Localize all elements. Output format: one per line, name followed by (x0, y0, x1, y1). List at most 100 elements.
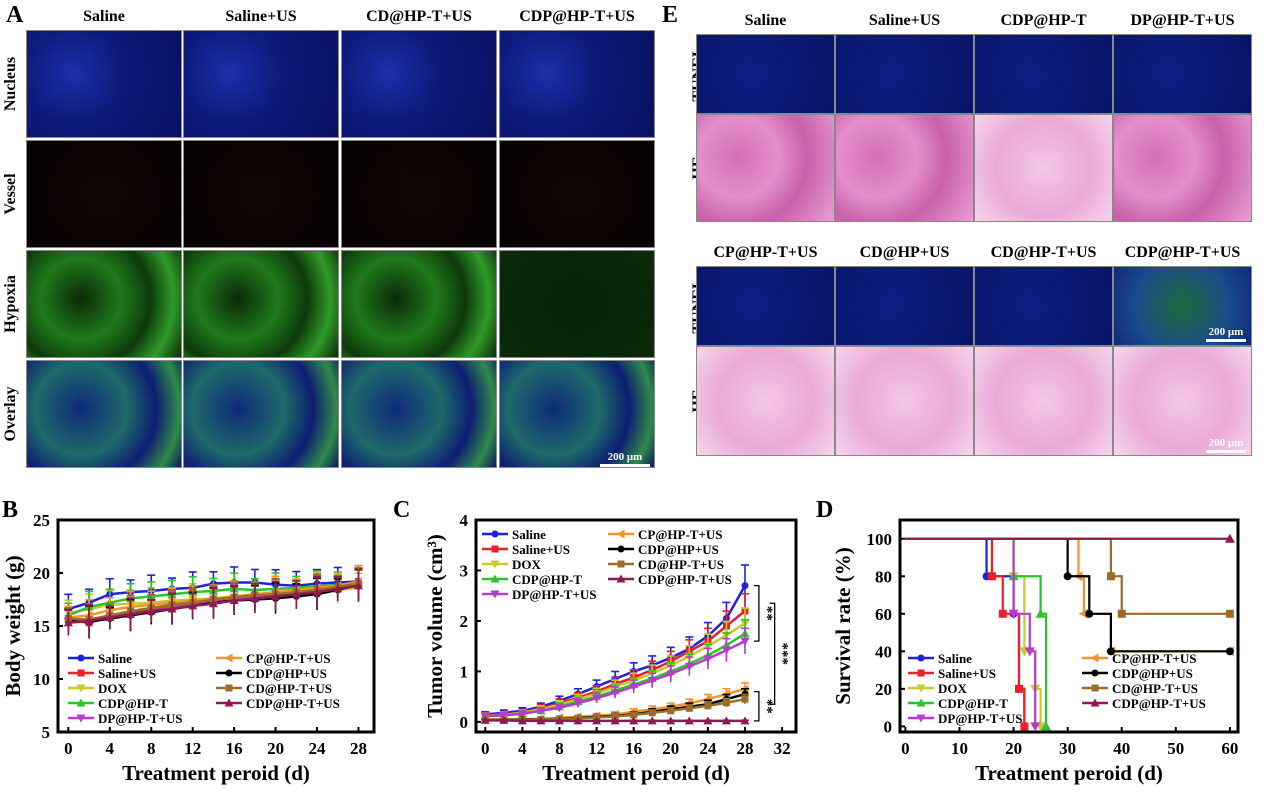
micrograph-tile (696, 266, 835, 346)
micrograph-tile (26, 250, 182, 358)
x-tick-label: 40 (1113, 739, 1130, 758)
data-point (490, 590, 500, 599)
micrograph-tile (341, 30, 497, 138)
y-axis-label: Tumor volume (cm³) (423, 534, 447, 718)
data-point (76, 714, 86, 723)
data-point (1078, 608, 1088, 619)
x-tick-label: 8 (147, 739, 156, 758)
x-tick-label: 20 (267, 739, 284, 758)
x-tick-label: 20 (662, 739, 679, 758)
legend-label: DP@HP-T+US (98, 711, 183, 726)
data-point (1035, 608, 1046, 618)
data-point (490, 560, 500, 569)
y-tick-label: 100 (867, 530, 893, 549)
significance-bracket (753, 690, 760, 722)
data-point (517, 710, 527, 719)
data-point (1106, 647, 1115, 656)
data-point (554, 716, 564, 725)
body-weight-chart: 0 4 8 12 16 20 24 28 5 10 15 20 25 Treatment peroid (… (1, 511, 376, 785)
y-tick-label: 15 (33, 617, 50, 636)
scale-bar: 200 μm (600, 451, 650, 467)
scale-bar-line (1206, 450, 1246, 453)
x-axis-label: Treatment peroid (d) (122, 761, 310, 785)
data-point (916, 698, 926, 707)
data-point (105, 613, 115, 622)
data-point (1090, 698, 1100, 707)
data-point (684, 716, 694, 725)
column-label: DP@HP-T+US (1130, 12, 1235, 29)
scale-bar: 200 μm (1206, 326, 1246, 342)
data-point (76, 698, 86, 707)
micrograph-tile (1113, 346, 1252, 456)
micrograph-tile (341, 360, 497, 468)
column-label: Saline (83, 8, 125, 25)
column-label: Saline+US (225, 8, 297, 25)
micrograph-tile (1113, 266, 1252, 346)
data-point (1224, 533, 1235, 543)
data-point (536, 716, 546, 725)
micrograph-tile (26, 360, 182, 468)
data-point (573, 699, 583, 708)
data-point (617, 560, 625, 568)
x-tick-label: 0 (481, 739, 490, 758)
legend-item: CDP@HP-T (482, 572, 582, 587)
data-point (721, 716, 731, 725)
micrograph-tile (26, 30, 182, 138)
legend-label: DOX (98, 681, 128, 696)
data-point (490, 574, 500, 583)
scale-bar-line (600, 464, 650, 467)
legend-label: DOX (512, 557, 542, 572)
data-point (1085, 609, 1094, 618)
x-tick-label: 24 (699, 739, 717, 758)
y-axis-label: Survival rate (%) (831, 547, 855, 704)
legend-label: CDP@HP-T (98, 696, 168, 711)
legend-label: Saline (98, 651, 132, 666)
data-point (916, 684, 926, 693)
legend-item: CDP@HP-T+US (216, 696, 340, 711)
data-point (704, 702, 712, 710)
x-tick-label: 60 (1221, 739, 1238, 758)
data-point (188, 601, 198, 610)
data-point (1091, 684, 1099, 692)
scale-bar-line (1206, 339, 1246, 342)
micrograph-tile (499, 140, 655, 248)
legend-item: CDP@HP-T+US (1082, 696, 1206, 711)
x-tick-label: 0 (901, 739, 910, 758)
data-point (126, 609, 136, 618)
data-point (666, 716, 676, 725)
x-tick-label: 10 (951, 739, 968, 758)
micrograph-tile (183, 360, 339, 468)
data-point (998, 609, 1007, 618)
data-point (77, 654, 85, 662)
data-point (917, 654, 925, 662)
x-tick-label: 16 (226, 739, 243, 758)
data-point (721, 646, 731, 655)
data-point (667, 707, 675, 715)
data-point (617, 545, 625, 553)
data-point (491, 530, 499, 538)
micrograph-tile (974, 34, 1113, 114)
legend-item: CDP@HP-T+US (608, 572, 732, 587)
column-label: CDP@HP-T+US (1124, 244, 1241, 261)
data-point (630, 711, 638, 719)
data-point (610, 689, 620, 698)
legend-item: CDP@HP+US (608, 542, 719, 557)
column-label: Saline+US (868, 12, 941, 29)
micrograph-tile (499, 360, 655, 468)
data-point (225, 684, 233, 692)
panel-b-letter: B (2, 497, 19, 523)
x-tick-label: 28 (736, 739, 753, 758)
micrograph-tile (835, 34, 974, 114)
legend-label: CD@HP-T+US (246, 681, 332, 696)
series-cdp-hp-t-us (480, 715, 750, 725)
data-point (647, 677, 657, 686)
data-point (1117, 609, 1126, 618)
legend-item: CP@HP-T+US (216, 651, 331, 666)
micrograph-tile (499, 30, 655, 138)
legend-item: CD@HP-T+US (216, 681, 332, 696)
significance-bracket (753, 584, 760, 642)
column-label: CD@HP-T+US (366, 8, 472, 25)
data-point (1014, 684, 1023, 693)
legend-label: Saline (938, 651, 972, 666)
y-tick-label: 40 (875, 642, 892, 661)
